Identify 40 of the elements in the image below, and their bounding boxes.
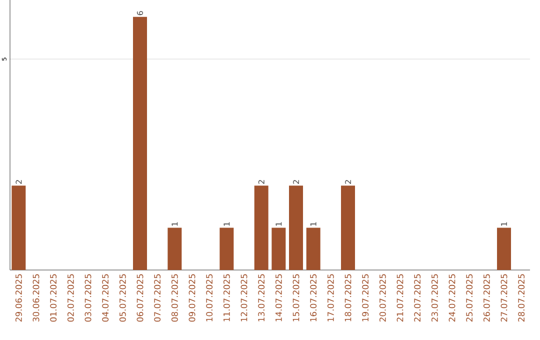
x-tick-label: 15.07.2025 [292, 274, 300, 322]
data-label: 2 [16, 180, 22, 184]
x-tick-label: 24.07.2025 [448, 274, 456, 322]
x-tick-label: 25.07.2025 [466, 274, 473, 322]
x-tick-label: 03.07.2025 [84, 274, 92, 322]
x-tick-label: 16.07.2025 [310, 274, 317, 322]
x-tick-label: 29.06.2025 [15, 274, 22, 322]
x-tick-label: 06.07.2025 [136, 274, 144, 322]
x-tick-label: 22.07.2025 [414, 274, 421, 322]
x-tick-label: 20.07.2025 [379, 274, 386, 322]
data-label: 2 [345, 180, 351, 184]
data-label: 2 [293, 180, 299, 184]
x-tick-label: 12.07.2025 [240, 274, 248, 322]
data-label: 1 [276, 222, 282, 226]
data-label: 1 [224, 222, 230, 226]
data-label: 1 [310, 222, 316, 226]
data-label: 2 [258, 180, 264, 184]
x-tick-label: 08.07.2025 [171, 274, 178, 322]
data-label: 1 [501, 222, 507, 226]
x-tick-label: 28.07.2025 [518, 274, 525, 322]
x-tick-label: 18.07.2025 [344, 274, 352, 322]
x-tick-label: 27.07.2025 [500, 274, 508, 322]
x-tick-label: 14.07.2025 [275, 274, 282, 322]
x-tick-label: 17.07.2025 [327, 274, 334, 322]
x-tick-label: 07.07.2025 [154, 274, 161, 322]
x-tick-label: 11.07.2025 [223, 274, 230, 322]
x-tick-label: 04.07.2025 [102, 274, 109, 322]
x-tick-label: 21.07.2025 [396, 274, 404, 322]
x-tick-label: 05.07.2025 [119, 274, 126, 322]
x-tick-label: 01.07.2025 [50, 274, 57, 322]
x-tick-label: 30.06.2025 [32, 274, 40, 322]
data-label: 1 [172, 222, 178, 226]
x-tick-label: 02.07.2025 [67, 274, 74, 322]
data-label: 6 [136, 11, 144, 16]
x-tick-label: 19.07.2025 [362, 274, 369, 322]
x-tick-label: 10.07.2025 [206, 274, 213, 322]
x-tick-label: 23.07.2025 [431, 274, 438, 322]
x-tick-label: 09.07.2025 [188, 274, 196, 322]
x-tick-label: 26.07.2025 [483, 274, 490, 322]
x-tick-label: 13.07.2025 [258, 274, 265, 322]
